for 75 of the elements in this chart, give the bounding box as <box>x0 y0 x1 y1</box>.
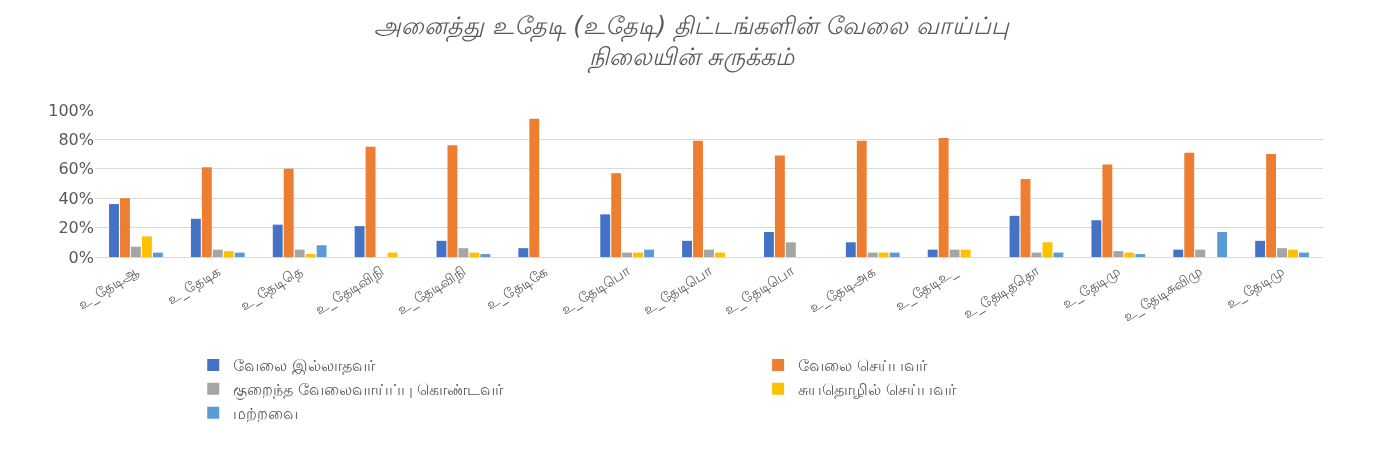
bar <box>1135 254 1146 257</box>
bar <box>1277 248 1287 257</box>
bar <box>1173 249 1184 257</box>
bar <box>190 218 201 257</box>
bar <box>354 226 365 257</box>
bar <box>856 140 867 257</box>
bar <box>518 248 529 257</box>
bar <box>234 252 245 257</box>
bar <box>1053 252 1064 257</box>
bar <box>774 155 785 257</box>
bar <box>1255 240 1266 257</box>
bar <box>141 236 152 257</box>
bar <box>878 252 889 257</box>
bar <box>611 173 622 257</box>
bar <box>949 249 960 257</box>
chart-title: அனைத்து உதேடி (உதேடி) திட்டங்களின் வேலை வாய்ப்பு நிலையின் சுருக்கம் <box>374 12 1010 75</box>
legend-label: சுயதொழில் செய்பவர் <box>798 381 957 400</box>
bar <box>1266 154 1277 257</box>
y-tick-label: 60% <box>58 159 94 179</box>
bar <box>704 249 714 257</box>
bar <box>201 167 212 257</box>
bar <box>1009 215 1020 257</box>
bar <box>529 118 540 257</box>
bar <box>469 252 480 257</box>
bar <box>1042 242 1053 257</box>
bar <box>600 214 611 257</box>
bar <box>316 245 327 257</box>
bar <box>480 254 491 257</box>
bar <box>365 146 376 257</box>
bar <box>447 145 458 257</box>
bar <box>633 252 644 257</box>
y-tick-label: 100% <box>48 100 94 120</box>
bar <box>960 249 971 257</box>
bar <box>305 254 316 257</box>
bar <box>212 249 223 257</box>
bar <box>152 252 163 257</box>
bar <box>1020 179 1031 257</box>
bar <box>283 168 294 257</box>
y-tick-label: 20% <box>58 218 94 238</box>
bar <box>867 252 878 257</box>
bar <box>644 249 655 257</box>
bar <box>131 246 141 257</box>
bar <box>889 252 900 257</box>
bar <box>223 251 234 257</box>
y-tick-label: 80% <box>58 130 94 149</box>
legend-label: வேலை இல்லாதவர் <box>233 357 376 377</box>
bar <box>1299 252 1309 257</box>
bar <box>109 204 119 257</box>
y-tick-label: 40% <box>58 188 94 208</box>
y-tick-label: 0% <box>68 247 94 267</box>
bar <box>715 252 725 257</box>
bar <box>785 242 796 257</box>
bar <box>458 248 469 257</box>
bar <box>272 224 283 257</box>
bar <box>693 140 703 257</box>
bar <box>682 240 692 257</box>
bar <box>1102 164 1113 257</box>
bar <box>622 252 633 257</box>
legend-label: மற்றவை <box>233 404 299 422</box>
bar <box>1184 152 1195 257</box>
bar <box>294 249 305 257</box>
bar <box>938 137 949 257</box>
bar <box>845 242 856 257</box>
bar <box>1113 251 1124 257</box>
bar <box>1124 252 1135 257</box>
bar <box>1217 232 1228 257</box>
bar <box>436 240 447 257</box>
bar <box>1288 249 1298 257</box>
legend-label: வேலை செய்பவர் <box>798 357 928 375</box>
bar <box>120 198 130 257</box>
bar <box>927 249 938 257</box>
legend-label: குறைந்த வேலைவாய்ப்பு கொண்டவர் <box>233 381 505 401</box>
bar <box>1091 220 1102 257</box>
bar <box>1195 249 1206 257</box>
bar <box>763 232 774 257</box>
